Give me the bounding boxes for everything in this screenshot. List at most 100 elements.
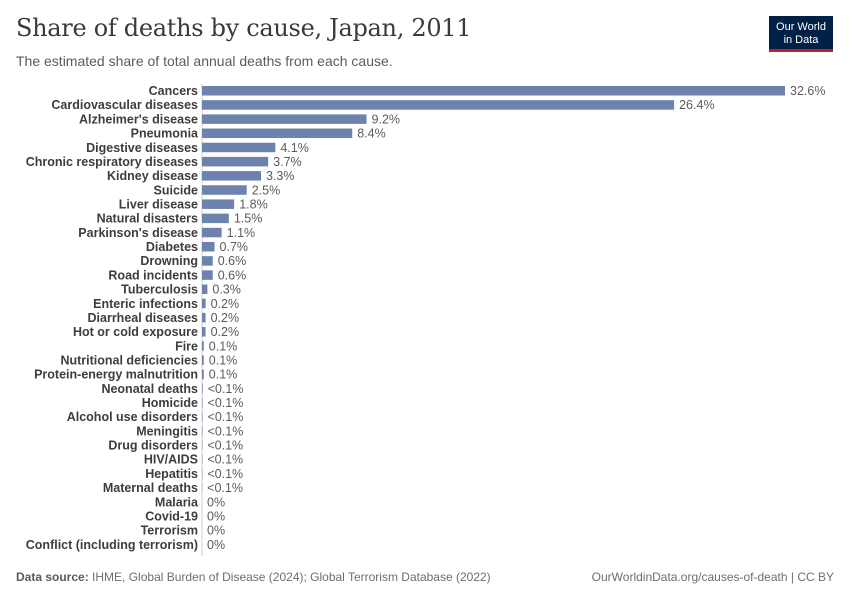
value-label: <0.1% [207, 439, 243, 453]
bar[interactable] [202, 114, 367, 124]
category-label: Alcohol use disorders [67, 410, 198, 424]
chart-subtitle: The estimated share of total annual deat… [16, 53, 393, 69]
value-label: 1.8% [239, 197, 268, 211]
bar[interactable] [202, 171, 262, 181]
bar[interactable] [202, 185, 247, 195]
category-label: Suicide [154, 183, 199, 197]
bar[interactable] [202, 100, 675, 110]
value-label: 0.1% [209, 339, 238, 353]
value-label: 0.3% [212, 283, 241, 297]
category-label: Meningitis [136, 424, 198, 438]
bar[interactable] [202, 213, 229, 224]
category-label: Diarrheal diseases [88, 311, 199, 325]
category-label: Hepatitis [145, 467, 198, 481]
logo-line-1: Our World [776, 21, 826, 33]
category-label: Malaria [155, 495, 199, 509]
value-label: 0.6% [218, 254, 247, 268]
category-label: Chronic respiratory diseases [26, 155, 198, 169]
value-label: 0.6% [218, 268, 247, 282]
category-label: Conflict (including terrorism) [26, 538, 198, 552]
category-label: Nutritional deficiencies [60, 353, 198, 367]
category-label: Liver disease [119, 197, 198, 211]
category-label: Homicide [142, 396, 198, 410]
value-label: 0% [207, 495, 225, 509]
footer-source: Data source: IHME, Global Burden of Dise… [16, 570, 491, 584]
value-label: 0% [207, 524, 225, 538]
category-label: Parkinson's disease [78, 226, 198, 240]
source-label: Data source: [16, 570, 89, 584]
bar-chart: Cancers 32.6% Cardiovascular diseases 26.4%… [26, 84, 825, 556]
category-label: Natural disasters [97, 212, 198, 226]
value-label: 0.2% [211, 297, 240, 311]
bar[interactable] [202, 341, 204, 351]
category-label: Drowning [140, 254, 198, 268]
value-label: 0.2% [211, 311, 240, 325]
category-label: Hot or cold exposure [73, 325, 198, 339]
value-label: <0.1% [207, 467, 243, 481]
value-label: 3.3% [266, 169, 295, 183]
category-label: Maternal deaths [103, 481, 198, 495]
value-label: 0% [207, 538, 225, 552]
bar[interactable] [202, 298, 206, 309]
category-label: Terrorism [141, 524, 198, 538]
category-label: Road incidents [108, 268, 198, 282]
value-label: <0.1% [208, 424, 244, 438]
category-label: Cardiovascular diseases [51, 98, 198, 112]
bar[interactable] [202, 86, 785, 96]
source-url-link[interactable]: OurWorldinData.org/causes-of-death | CC … [591, 570, 834, 584]
category-label: Enteric infections [93, 297, 198, 311]
category-label: Pneumonia [131, 127, 199, 141]
category-label: Neonatal deaths [101, 382, 198, 396]
category-label: Drug disorders [108, 439, 198, 453]
value-label: <0.1% [207, 481, 243, 495]
value-label: 0% [207, 509, 225, 523]
value-label: <0.1% [208, 382, 244, 396]
bar[interactable] [202, 241, 215, 252]
value-label: 0.1% [209, 353, 238, 367]
bar[interactable] [202, 397, 203, 408]
bar[interactable] [202, 312, 206, 323]
bar[interactable] [202, 270, 213, 280]
chart-title: Share of deaths by cause, Japan, 2011 [16, 14, 472, 42]
bar[interactable] [202, 355, 204, 365]
category-label: Fire [175, 339, 198, 353]
category-label: Tuberculosis [121, 283, 198, 297]
category-label: Digestive diseases [86, 141, 198, 155]
category-label: Alzheimer's disease [79, 112, 198, 126]
logo-line-2: in Data [783, 34, 819, 46]
bar[interactable] [202, 327, 206, 337]
value-label: 0.1% [209, 368, 238, 382]
bar[interactable] [202, 142, 276, 153]
value-label: <0.1% [208, 396, 244, 410]
bar[interactable] [202, 383, 203, 394]
value-label: 8.4% [357, 127, 386, 141]
bars-layer: Cancers 32.6% Cardiovascular diseases 26.4%… [26, 84, 825, 556]
value-label: 32.6% [790, 84, 825, 98]
value-label: 0.2% [211, 325, 240, 339]
bar[interactable] [202, 128, 353, 139]
category-label: Kidney disease [107, 169, 198, 183]
category-label: Covid-19 [145, 509, 198, 523]
source-text: IHME, Global Burden of Disease (2024); G… [92, 570, 491, 584]
owid-logo[interactable]: Our World in Data [769, 16, 833, 52]
value-label: 3.7% [273, 155, 302, 169]
value-label: 9.2% [372, 112, 401, 126]
value-label: 4.1% [280, 141, 309, 155]
value-label: 1.5% [234, 212, 262, 226]
bar[interactable] [202, 369, 204, 380]
bar[interactable] [202, 227, 222, 238]
category-label: Protein-energy malnutrition [34, 368, 198, 382]
bar[interactable] [202, 156, 269, 167]
bar[interactable] [202, 412, 203, 422]
bar[interactable] [202, 256, 213, 266]
value-label: 26.4% [679, 98, 714, 112]
bar[interactable] [202, 199, 235, 209]
category-label: Cancers [149, 84, 198, 98]
value-label: 2.5% [252, 183, 281, 197]
category-label: Diabetes [146, 240, 198, 254]
value-label: 0.7% [220, 240, 249, 254]
bar[interactable] [202, 284, 208, 295]
value-label: <0.1% [207, 453, 243, 467]
bar[interactable] [202, 426, 203, 436]
value-label: <0.1% [208, 410, 244, 424]
